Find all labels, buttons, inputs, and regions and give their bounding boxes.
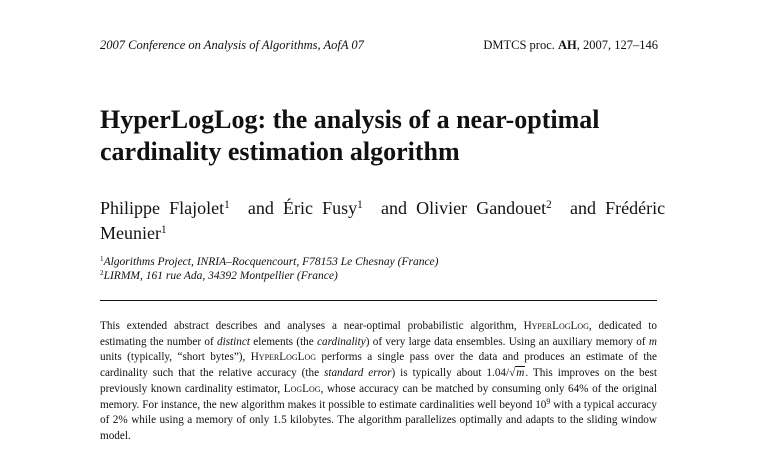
math-variable: m xyxy=(648,335,658,348)
paper-title: HyperLogLog: the analysis of a near-opti… xyxy=(100,104,680,168)
author-name: Philippe Flajolet xyxy=(100,198,225,218)
square-root-sign: √ xyxy=(509,367,516,380)
author-connector: and xyxy=(247,198,274,218)
abstract-text: , dedicated to estimating the number of xyxy=(100,320,657,348)
proceedings-year-pages: , 2007, 127–146 xyxy=(576,38,658,52)
abstract-text: elements (the xyxy=(249,335,318,348)
author-connector: and xyxy=(380,198,407,218)
author-list: Philippe Flajolet1 and Éric Fusy1 and Ol… xyxy=(100,196,665,246)
abstract-paragraph: This extended abstract describes and ana… xyxy=(100,319,657,445)
emphasis-text: standard error xyxy=(324,367,392,380)
author-name: Olivier Gandouet xyxy=(416,198,547,218)
affiliation-text: Algorithms Project, INRIA–Rocquencourt, … xyxy=(103,256,439,268)
algorithm-name: HyperLogLog xyxy=(523,320,589,332)
section-divider xyxy=(100,300,657,301)
author-affiliation-marker: 2 xyxy=(546,198,552,211)
emphasis-text: distinct xyxy=(217,335,250,348)
algorithm-name: LogLog xyxy=(283,382,321,395)
math-variable: m xyxy=(515,366,526,380)
author-affiliation-marker: 1 xyxy=(224,198,230,211)
author-name: Frédéric Meunier xyxy=(100,198,666,243)
abstract-text: ) of very large data ensembles. Using an… xyxy=(365,335,649,348)
abstract-text: , whose accuracy can be matched by consu… xyxy=(100,382,658,411)
author-name: Éric Fusy xyxy=(283,198,358,218)
exponent: 9 xyxy=(546,396,551,406)
affiliation-number: 1 xyxy=(100,255,104,264)
proceedings-prefix: DMTCS proc. xyxy=(483,38,555,52)
algorithm-name: HyperLogLog xyxy=(250,351,317,364)
abstract-text: performs a single pass over the data and… xyxy=(100,351,657,380)
affiliation-number: 2 xyxy=(100,269,104,278)
abstract-text: ) is typically about 1.04/ xyxy=(391,367,510,380)
affiliation-item: 1Algorithms Project, INRIA–Rocquencourt,… xyxy=(100,255,438,269)
abstract-text: with a typical accuracy of 2% while usin… xyxy=(100,398,657,442)
affiliation-item: 2LIRMM, 161 rue Ada, 34392 Montpellier (… xyxy=(100,269,438,283)
abstract-text: units (typically, “short bytes”), xyxy=(100,351,251,364)
author-affiliation-marker: 1 xyxy=(160,223,167,236)
author-affiliation-marker: 1 xyxy=(357,198,363,211)
proceedings-reference: DMTCS proc. AH, 2007, 127–146 xyxy=(483,38,658,53)
emphasis-text: cardinality xyxy=(317,335,366,348)
affiliation-list: 1Algorithms Project, INRIA–Rocquencourt,… xyxy=(100,255,438,283)
author-connector: and xyxy=(569,198,596,218)
affiliation-text: LIRMM, 161 rue Ada, 34392 Montpellier (F… xyxy=(103,270,338,282)
abstract-text: . This improves on the best previously k… xyxy=(100,367,658,395)
abstract-text: This extended abstract describes and ana… xyxy=(100,320,524,332)
proceedings-volume: AH xyxy=(558,38,577,52)
paper-title-line-1: HyperLogLog: the analysis of a near-opti… xyxy=(100,105,600,134)
paper-title-line-2: cardinality estimation algorithm xyxy=(100,137,460,166)
conference-header: 2007 Conference on Analysis of Algorithm… xyxy=(100,38,364,52)
